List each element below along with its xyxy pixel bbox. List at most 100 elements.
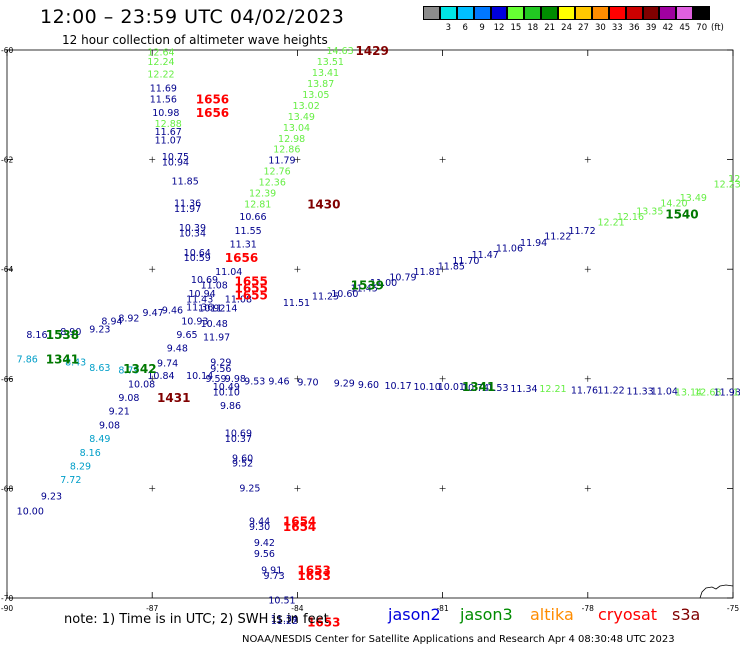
legend-label: 42 — [662, 23, 674, 33]
wave-height-value: 10.10 — [414, 382, 441, 393]
time-label: 1655 — [234, 289, 267, 303]
wave-height-value: 9.91 — [261, 566, 282, 577]
time-label: 1656 — [225, 251, 258, 265]
map-title: 12:00 – 23:59 UTC 04/02/2023 — [40, 6, 345, 28]
wave-height-value: 11.22 — [544, 231, 571, 242]
legend-label: 33 — [611, 23, 623, 33]
legend-swatch — [676, 6, 694, 20]
legend-label: 24 — [561, 23, 572, 33]
wave-height-value: 12.98 — [278, 134, 305, 145]
wave-height-value: 11.98 — [714, 388, 740, 399]
wave-height-value: 14.20 — [660, 198, 687, 209]
wave-height-value: 11.07 — [155, 135, 182, 146]
wave-height-value: 11.94 — [520, 238, 547, 249]
wave-height-value: 10.92 — [198, 304, 225, 315]
wave-height-value: 11.79 — [268, 156, 295, 167]
legend-label: 36 — [628, 23, 640, 33]
coastline — [699, 584, 734, 599]
wave-height-value: 12.23 — [714, 179, 740, 190]
wave-height-value: 9.42 — [254, 538, 275, 549]
lon-label: -75 — [727, 604, 739, 613]
wave-height-value: 8.16 — [26, 330, 47, 341]
wave-height-value: 9.60 — [358, 380, 379, 391]
wave-height-value: 12.76 — [264, 167, 291, 178]
wave-height-value: 8.94 — [101, 316, 122, 327]
legend-label: 27 — [578, 23, 589, 33]
wave-height-value: 13.14 — [675, 388, 702, 399]
wave-height-value: 8.43 — [65, 357, 86, 368]
wave-height-value: 10.79 — [389, 272, 416, 283]
wave-height-value: 11.72 — [568, 226, 595, 237]
wave-height-value: 11.22 — [597, 385, 624, 396]
lon-label: -78 — [582, 604, 594, 613]
wave-height-value: 9.52 — [232, 459, 253, 470]
lat-label: -66 — [1, 375, 13, 384]
wave-height-value: 10.01 — [438, 382, 465, 393]
wave-height-value: 12.81 — [244, 200, 271, 211]
wave-height-value: 9.65 — [176, 330, 197, 341]
legend-swatch — [490, 6, 508, 20]
lon-label: -90 — [1, 604, 13, 613]
lat-label: -68 — [1, 484, 13, 493]
legend-label: 9 — [479, 23, 485, 33]
wave-height-value: 8.79 — [118, 366, 139, 377]
wave-height-value: 9.48 — [167, 344, 188, 355]
legend-swatch — [693, 6, 711, 20]
wave-height-value: 9.56 — [210, 364, 231, 375]
wave-height-value: 13.49 — [680, 193, 707, 204]
satellite-jason3: jason3 — [460, 605, 513, 624]
wave-height-value: 9.47 — [143, 308, 164, 319]
wave-height-value: 14.63 — [326, 46, 353, 57]
wave-height-value: 9.59 — [205, 374, 226, 385]
wave-height-value: 8.29 — [70, 461, 91, 472]
wave-height-value: 10.94 — [189, 289, 216, 300]
wave-height-value: 10.51 — [268, 596, 295, 607]
wave-height-value: 11.51 — [283, 298, 310, 309]
wave-height-value: 12.13 — [733, 388, 740, 399]
wave-height-value: 9.98 — [225, 374, 246, 385]
time-label: 1655 — [234, 281, 267, 295]
color-legend: 3 6 9 12 15 18 21 24 27 30 33 36 39 42 45 70 — [423, 6, 711, 33]
wave-height-value: 13.49 — [288, 112, 315, 123]
time-label: 1341 — [462, 380, 495, 394]
wave-height-value: 11.00 — [370, 278, 397, 289]
legend-swatch — [575, 6, 592, 20]
legend-swatch — [608, 6, 626, 20]
wave-height-value: 10.74 — [462, 383, 489, 394]
wave-height-value: 11.08 — [225, 294, 252, 305]
map-frame — [6, 49, 734, 599]
wave-height-value: 11.67 — [155, 127, 182, 138]
wave-height-value: 11.85 — [172, 177, 199, 188]
wave-height-value: 11.76 — [571, 385, 598, 396]
time-label: 1342 — [123, 362, 156, 376]
wave-height-value: 11.53 — [481, 383, 508, 394]
wave-height-value: 12.86 — [273, 145, 300, 156]
wave-height-value: 9.23 — [89, 324, 110, 335]
legend-swatch — [625, 6, 643, 20]
wave-height-value: 11.04 — [215, 267, 242, 278]
wave-height-value: 12.88 — [155, 119, 182, 130]
satellite-jason2: jason2 — [388, 605, 441, 624]
time-label: 1538 — [46, 328, 79, 342]
wave-height-value: 10.14 — [186, 371, 213, 382]
wave-height-value: 12.16 — [617, 212, 644, 223]
time-label: 1656 — [196, 92, 229, 106]
wave-height-value: 12.39 — [249, 189, 276, 200]
wave-height-value: 10.49 — [213, 382, 240, 393]
wave-height-value: 11.43 — [186, 294, 213, 305]
wave-height-value: 9.56 — [254, 549, 275, 560]
wave-height-value: 11.97 — [174, 204, 201, 215]
wave-height-value: 9.23 — [41, 492, 62, 503]
wave-height-value: 13.04 — [283, 123, 310, 134]
wave-height-value: 8.16 — [80, 448, 101, 459]
wave-height-value: 9.86 — [220, 401, 241, 412]
legend-label: 3 — [445, 23, 452, 33]
legend-swatch — [591, 6, 609, 20]
legend-swatch — [473, 6, 491, 20]
lat-label: -64 — [1, 265, 13, 274]
satellite-altika: altika — [530, 605, 574, 624]
wave-height-value: 10.98 — [152, 108, 179, 119]
wave-height-value: 9.08 — [118, 393, 139, 404]
wave-height-value: 10.75 — [162, 152, 189, 163]
